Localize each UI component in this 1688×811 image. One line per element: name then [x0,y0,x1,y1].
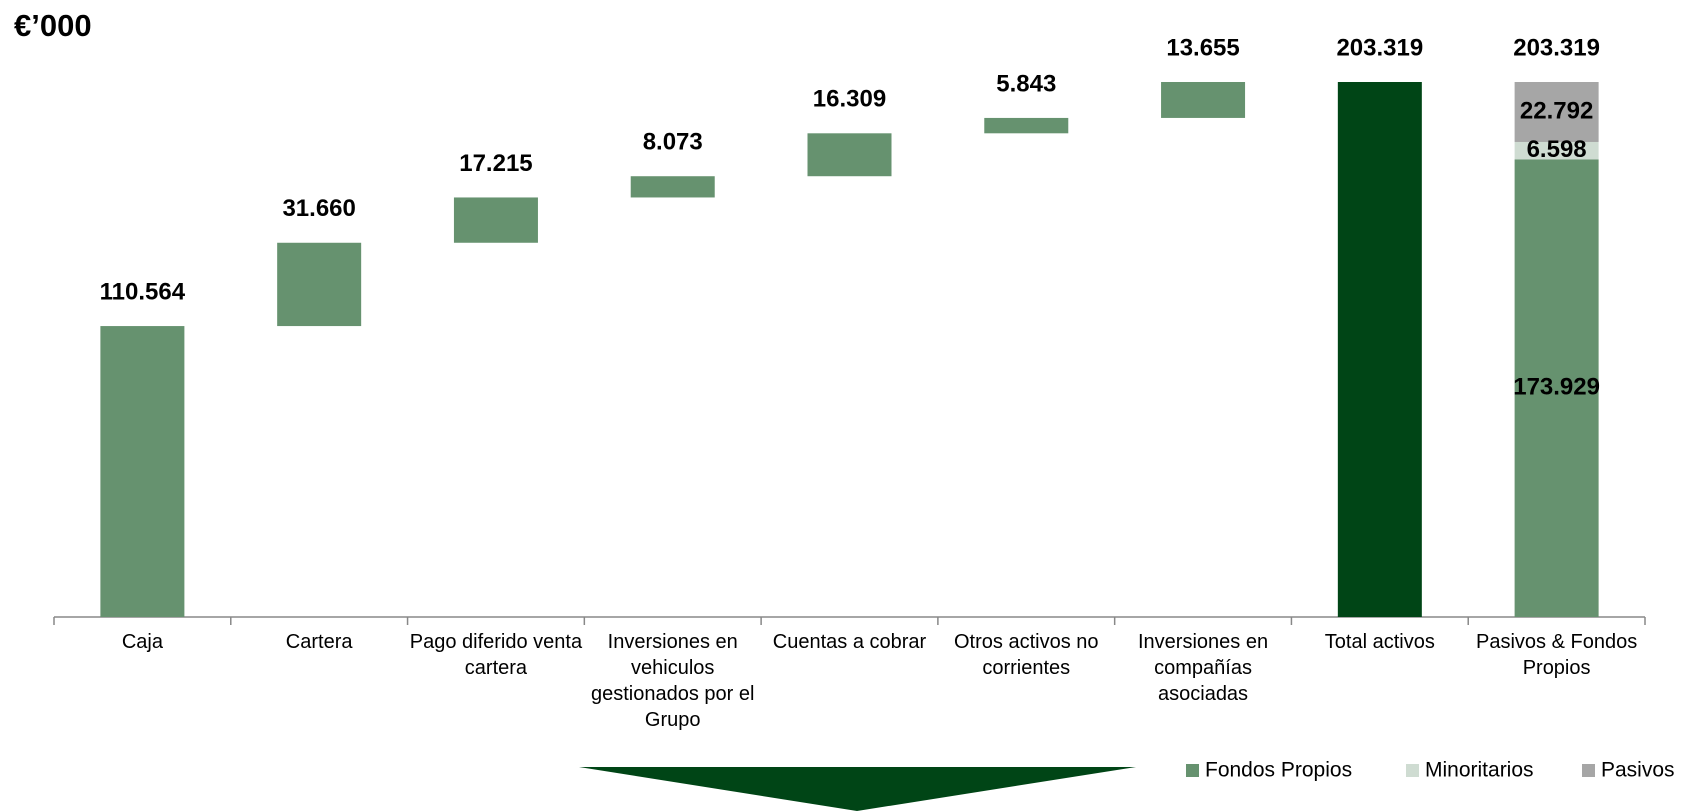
value-label: 110.564 [100,278,186,305]
x-tick-label: Pasivos & Fondos Propios [1476,631,1638,679]
bar [1337,82,1422,617]
value-label: 16.309 [813,86,886,113]
x-tick-label: Cartera [285,631,353,653]
x-tick-label: Inversiones en vehiculos gestionados por… [590,631,755,731]
bar [630,176,715,198]
segment-label: 22.792 [1520,97,1593,124]
bar [100,326,185,617]
legend-swatch [1406,764,1419,777]
value-label: 13.655 [1166,34,1239,61]
value-label: 5.843 [996,70,1056,97]
bar [277,242,362,327]
value-label: 203.319 [1513,34,1600,61]
x-tick-label-box: Inversiones en compañías asociadas [1138,631,1269,705]
legend-swatch [1582,764,1595,777]
x-tick-label: Cuentas a cobrar [772,631,927,653]
legend-label: Fondos Propios [1205,759,1352,782]
legend-label: Pasivos [1601,759,1675,782]
value-label: 17.215 [459,150,532,177]
value-label: 203.319 [1336,34,1423,61]
bar-segment [1514,82,1599,142]
bar-segment [1514,141,1599,160]
arrow-decoration [579,767,1136,811]
x-tick-label-box: Caja [121,631,163,653]
x-tick-label-box: Otros activos no corrientes [954,631,1099,679]
legend-label: Minoritarios [1425,759,1534,782]
x-tick-label: Otros activos no corrientes [954,631,1099,679]
value-label: 8.073 [643,129,703,156]
chart-title: €’000 [14,8,92,43]
bar [984,117,1069,134]
x-tick-label: Inversiones en compañías asociadas [1138,631,1269,705]
segment-label: 173.929 [1513,374,1600,401]
bar [453,197,538,243]
x-tick-label: Pago diferido venta cartera [409,631,583,679]
segment-label: 6.598 [1527,136,1587,163]
value-label: 31.660 [282,195,355,222]
x-tick-label: Caja [121,631,163,653]
x-tick-label: Total activos [1324,631,1435,653]
x-tick-label-box: Total activos [1324,631,1435,653]
x-tick-label-box: Pasivos & Fondos Propios [1476,631,1638,679]
x-tick-label-box: Cartera [285,631,353,653]
bar [1161,82,1246,118]
bar [807,133,892,177]
x-tick-label-box: Cuentas a cobrar [772,631,927,653]
x-tick-label-box: Inversiones en vehiculos gestionados por… [590,631,755,731]
bar-segment [1514,159,1599,617]
x-tick-label-box: Pago diferido venta cartera [409,631,583,679]
legend-swatch [1186,764,1199,777]
